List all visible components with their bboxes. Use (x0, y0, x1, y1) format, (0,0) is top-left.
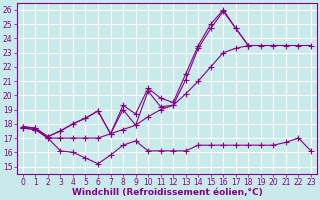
X-axis label: Windchill (Refroidissement éolien,°C): Windchill (Refroidissement éolien,°C) (72, 188, 262, 197)
